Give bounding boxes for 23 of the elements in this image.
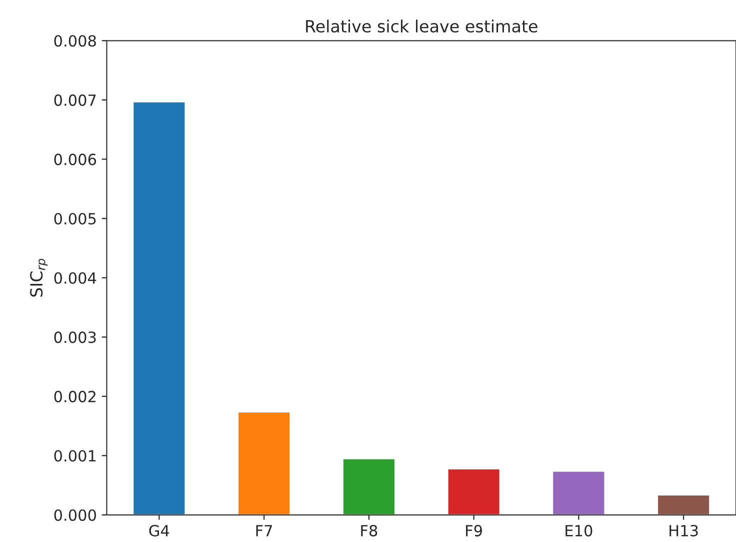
bar	[446, 468, 501, 515]
y-tick-label: 0.000	[54, 509, 96, 521]
x-tick-label: G4	[149, 524, 170, 536]
y-tick-label: 0.002	[54, 390, 96, 402]
y-tick-label: 0.004	[54, 272, 96, 284]
y-tick-label: 0.003	[54, 332, 96, 344]
chart-title: Relative sick leave estimate	[306, 20, 538, 33]
x-tick-label: F9	[466, 524, 482, 536]
bar	[552, 470, 606, 515]
y-tick-label: 0.005	[54, 212, 96, 225]
x-tick-label: H13	[670, 524, 698, 536]
y-axis-title: SIC$_{rp}$	[30, 258, 48, 297]
y-tick-label: 0.008	[54, 35, 96, 47]
y-tick-label: 0.007	[54, 94, 96, 106]
x-tick-label: F7	[256, 525, 272, 536]
x-tick-label: F8	[361, 524, 378, 536]
bar	[237, 411, 291, 515]
bar	[132, 101, 186, 515]
y-tick-label: 0.006	[54, 154, 96, 166]
bar	[656, 494, 710, 515]
y-tick-label: 0.001	[54, 450, 96, 462]
bar	[342, 458, 396, 515]
x-tick-label: E10	[566, 524, 592, 536]
